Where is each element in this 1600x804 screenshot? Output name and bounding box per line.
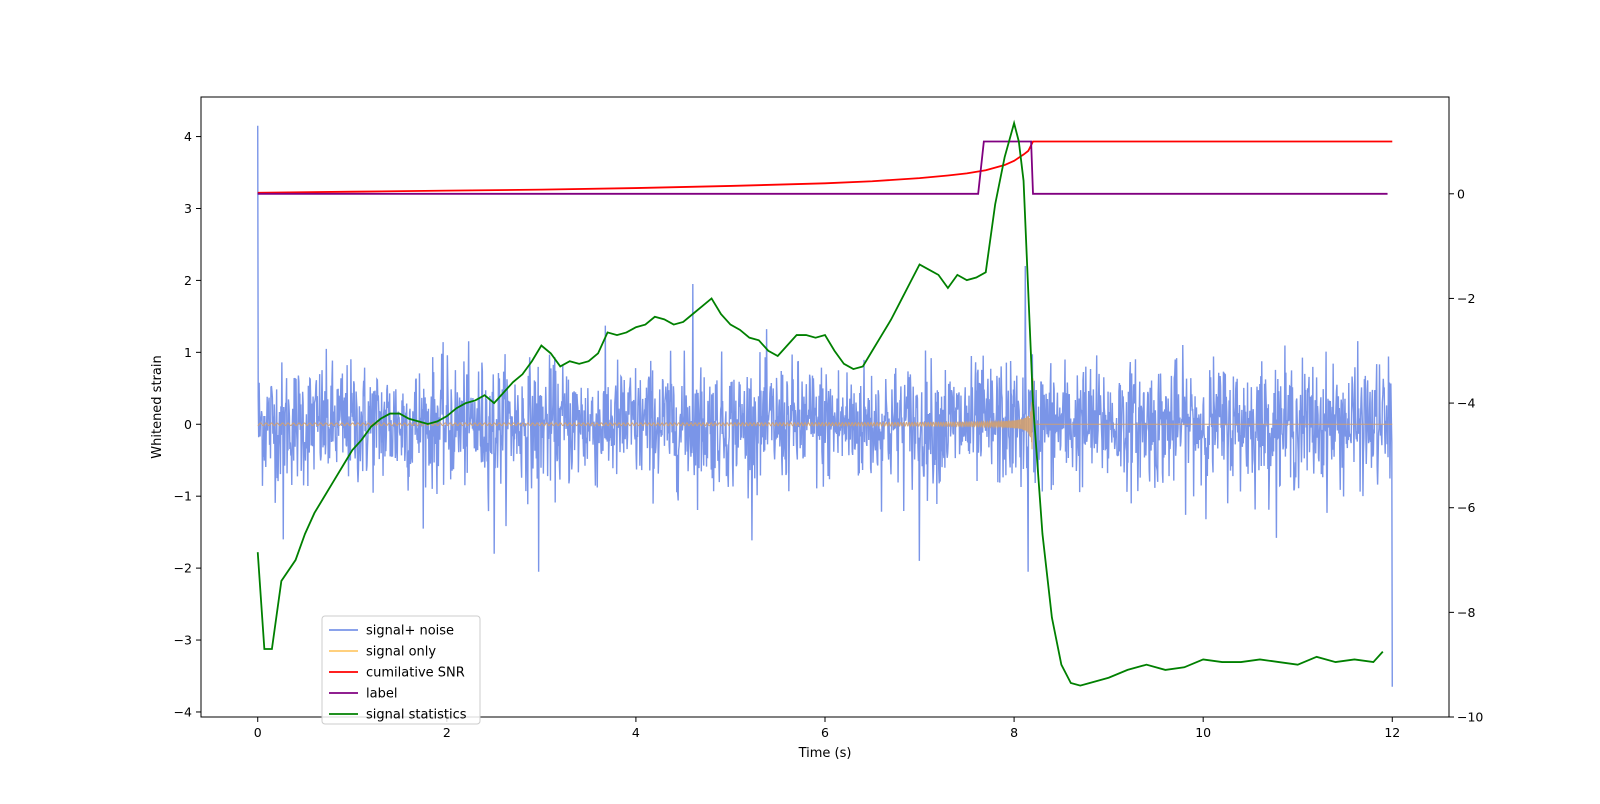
y-left-tick-label: 2	[184, 273, 192, 288]
y-right-tick-label: −10	[1457, 710, 1483, 725]
series-signal-noise	[257, 125, 1393, 687]
x-tick-label: 8	[1010, 725, 1018, 740]
legend: signal+ noise signal only cumilative SNR la…	[321, 615, 481, 725]
series-signal-statistics	[256, 119, 1384, 687]
y-right-tick-label: −4	[1457, 396, 1475, 411]
x-tick-label: 10	[1195, 725, 1211, 740]
y-left-axis-ticks: −4 −3 −2 −1 0 1 2 3 4	[174, 129, 201, 719]
y-right-axis-ticks: −10 −8 −6 −4 −2 0	[1449, 186, 1483, 725]
x-tick-label: 4	[632, 725, 640, 740]
y-left-tick-label: −4	[174, 704, 192, 719]
y-left-tick-label: 3	[184, 201, 192, 216]
x-axis-label: Time (s)	[798, 746, 852, 761]
x-tick-label: 0	[254, 725, 262, 740]
x-tick-label: 2	[443, 725, 451, 740]
y-left-tick-label: 4	[184, 129, 192, 144]
y-left-tick-label: −1	[174, 489, 192, 504]
legend-label: signal only	[366, 645, 436, 660]
y-right-tick-label: −6	[1457, 500, 1475, 515]
legend-label: label	[366, 687, 397, 702]
series-label	[257, 140, 1388, 195]
y-right-tick-label: −2	[1457, 291, 1475, 306]
series-cumilative-snr	[257, 140, 1393, 194]
legend-label: cumilative SNR	[366, 666, 465, 681]
series-signal-only	[257, 378, 1393, 450]
y-axis-label: Whitened strain	[150, 355, 165, 458]
y-right-tick-label: −8	[1457, 605, 1475, 620]
x-tick-label: 12	[1384, 725, 1400, 740]
y-left-tick-label: −3	[174, 633, 192, 648]
y-left-tick-label: 1	[184, 345, 192, 360]
legend-label: signal statistics	[366, 708, 467, 723]
legend-label: signal+ noise	[366, 624, 454, 639]
y-left-tick-label: −2	[174, 561, 192, 576]
y-right-tick-label: 0	[1457, 186, 1465, 201]
legend-box	[321, 615, 481, 725]
y-left-tick-label: 0	[184, 417, 192, 432]
x-tick-label: 6	[821, 725, 829, 740]
